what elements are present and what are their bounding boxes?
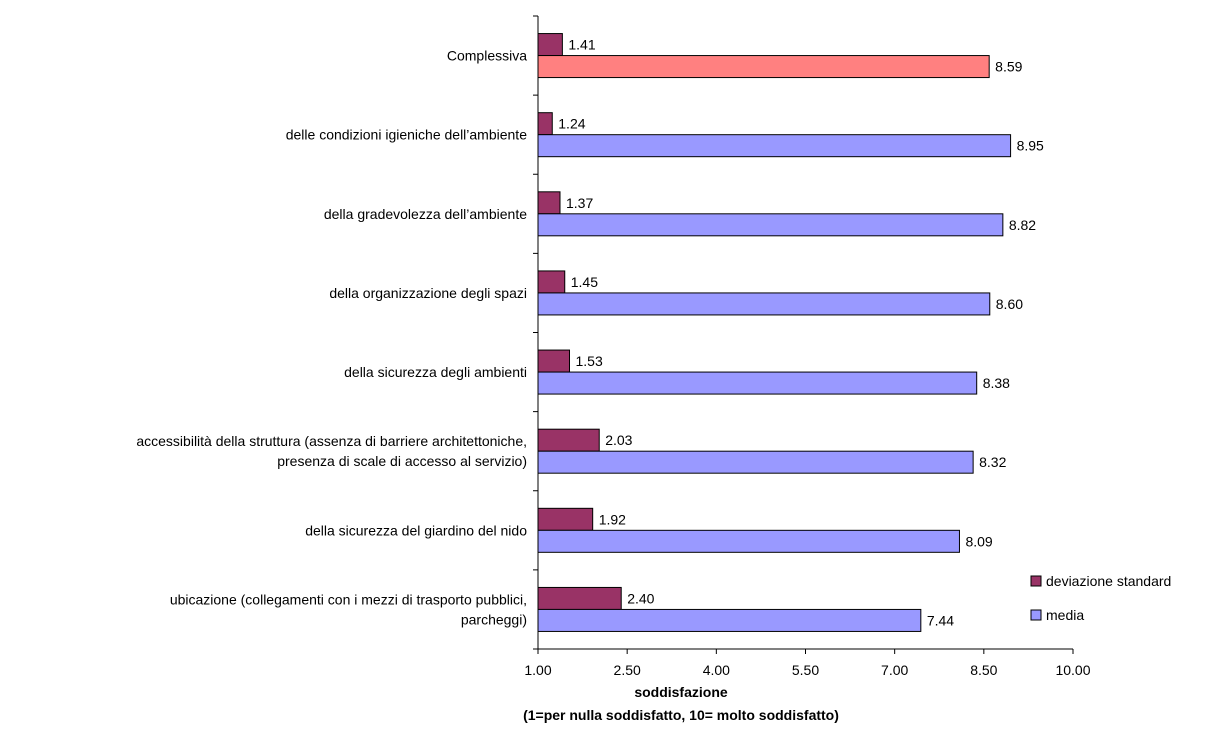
x-axis-title: soddisfazione [634,684,728,700]
x-tick-label: 1.00 [524,662,551,678]
bar-media [537,608,922,632]
x-tick-label: 5.50 [792,662,819,678]
bar-deviazione-standard [537,349,571,373]
bar-deviazione-standard [537,270,566,294]
category-label: della gradevolezza dell’ambiente [324,206,527,222]
bar-media [537,529,960,553]
bar-deviazione-standard [537,428,600,452]
legend-swatch [1030,575,1042,587]
bar-media [537,292,991,316]
data-label-deviazione-standard: 1.92 [599,511,626,527]
data-label-deviazione-standard: 1.41 [568,37,595,53]
bar-media [537,213,1004,237]
data-label-media: 8.60 [996,296,1023,312]
x-tick-label: 8.50 [970,662,997,678]
category-label: ubicazione (collegamenti con i mezzi di … [170,591,527,607]
x-tick-label: 2.50 [614,662,641,678]
bar-deviazione-standard [537,33,563,57]
data-label-deviazione-standard: 1.37 [566,195,593,211]
legend: deviazione standard media [1030,573,1171,623]
category-label: accessibilità della struttura (assenza d… [136,433,527,449]
x-axis-title: (1=per nulla soddisfatto, 10= molto sodd… [523,707,839,723]
bar-deviazione-standard [537,586,622,610]
data-label-media: 8.09 [965,533,992,549]
category-label: della sicurezza del giardino del nido [305,522,527,538]
data-label-media: 8.32 [979,454,1006,470]
data-label-deviazione-standard: 1.24 [558,116,585,132]
category-label: Complessiva [447,48,527,64]
legend-label: media [1046,607,1084,623]
category-label: della sicurezza degli ambienti [344,364,527,380]
x-tick-label: 7.00 [881,662,908,678]
data-label-media: 8.59 [995,59,1022,75]
bar-deviazione-standard [537,191,561,215]
bar-media [537,371,978,395]
data-label-media: 8.82 [1009,217,1036,233]
data-label-deviazione-standard: 2.40 [627,590,654,606]
bar-deviazione-standard [537,507,594,531]
data-label-deviazione-standard: 1.53 [576,353,603,369]
bar-media [537,55,990,79]
x-tick-label: 10.00 [1055,662,1090,678]
bar-media [537,450,974,474]
data-label-media: 8.38 [983,375,1010,391]
data-label-deviazione-standard: 1.45 [571,274,598,290]
category-label: parcheggi) [461,611,527,627]
category-label: delle condizioni igieniche dell’ambiente [286,127,527,143]
category-label: della organizzazione degli spazi [329,285,527,301]
data-label-media: 8.95 [1017,138,1044,154]
category-label: presenza di scale di accesso al servizio… [277,453,527,469]
data-label-media: 7.44 [927,612,954,628]
legend-label: deviazione standard [1046,573,1171,589]
data-label-deviazione-standard: 2.03 [605,432,632,448]
bar-media [537,134,1012,158]
legend-swatch [1030,609,1042,621]
bar-deviazione-standard [537,112,553,136]
plot-area: 1.00 2.50 4.00 5.50 7.00 8.50 10.00 soddisfazio… [136,15,1091,723]
x-tick-label: 4.00 [703,662,730,678]
